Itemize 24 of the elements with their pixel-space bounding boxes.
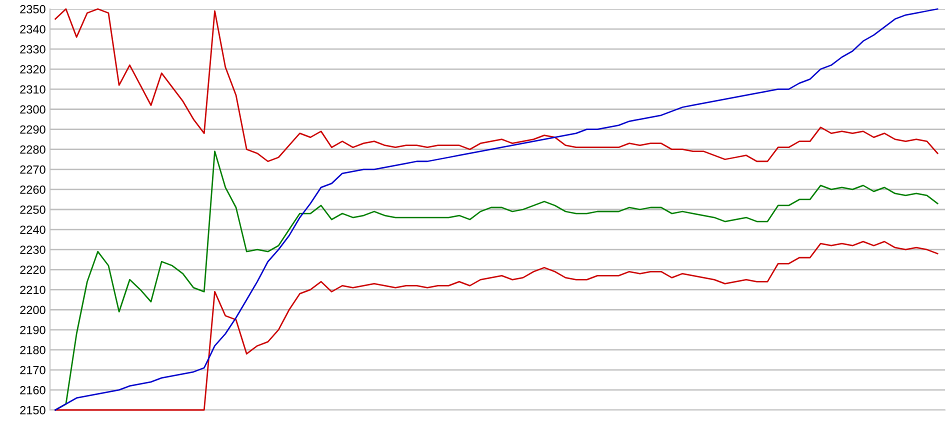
line-series — [54, 8, 938, 411]
y-tick-label: 2210 — [20, 286, 46, 294]
y-tick-label: 2160 — [20, 386, 46, 394]
y-tick-label: 2220 — [20, 266, 46, 274]
y-tick-label: 2350 — [20, 5, 46, 14]
y-tick-label: 2200 — [20, 306, 46, 314]
y-tick-label: 2310 — [20, 85, 46, 94]
line-series — [54, 240, 938, 411]
line-series — [54, 8, 938, 162]
y-tick-label: 2180 — [20, 346, 46, 354]
y-tick-label: 2250 — [20, 206, 46, 214]
y-tick-label: 2260 — [20, 185, 46, 194]
y-tick-label: 2300 — [20, 105, 46, 114]
y-tick-label: 2240 — [20, 226, 46, 234]
y-tick-label: 2150 — [20, 406, 46, 414]
y-tick-label: 2230 — [20, 246, 46, 254]
y-tick-label: 2320 — [20, 65, 46, 74]
y-tick-label: 2330 — [20, 45, 46, 54]
y-tick-label: 2270 — [20, 165, 46, 174]
y-tick-label: 2190 — [20, 326, 46, 334]
y-tick-label: 2340 — [20, 25, 46, 34]
y-tick-label: 2280 — [20, 145, 46, 154]
y-tick-label: 2170 — [20, 366, 46, 374]
y-tick-label: 2290 — [20, 125, 46, 134]
